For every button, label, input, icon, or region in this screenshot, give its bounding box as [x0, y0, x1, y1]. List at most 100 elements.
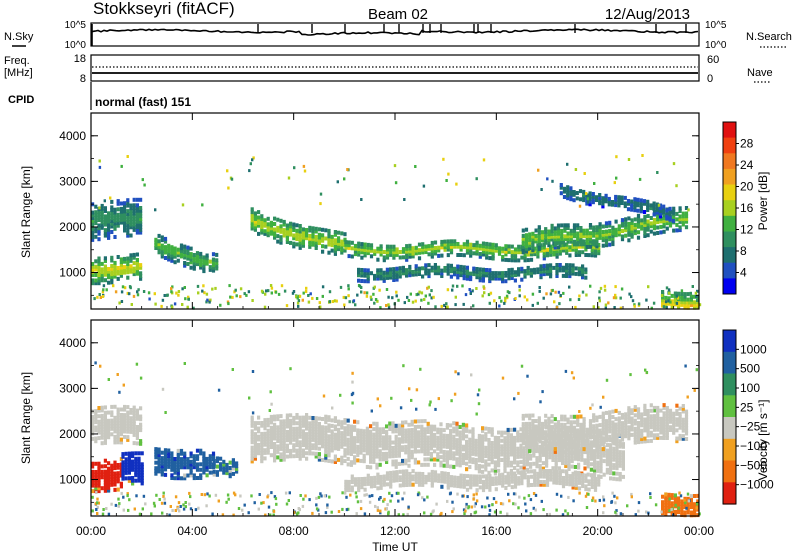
velocity-cell	[561, 458, 565, 463]
velocity-cell	[129, 427, 133, 432]
velocity-cell	[353, 477, 358, 482]
velocity-cell	[475, 477, 479, 482]
power-cell	[129, 264, 133, 269]
power-cell	[672, 206, 676, 211]
velocity-cell	[520, 475, 524, 480]
velocity-cell	[282, 454, 286, 459]
velocity-cell	[474, 458, 478, 462]
velocity-cell	[269, 436, 273, 441]
velocity-cell	[506, 463, 510, 468]
power-cell	[633, 217, 637, 222]
power-cell	[588, 225, 593, 230]
velocity-cell	[225, 471, 229, 476]
power-cell	[547, 240, 551, 245]
power-cell	[636, 219, 641, 224]
power-cell	[129, 267, 133, 271]
power-cell	[588, 233, 593, 238]
velocity-cell	[472, 474, 476, 479]
power-cell	[94, 215, 98, 220]
velocity-cell	[588, 430, 593, 435]
velocity-cell	[407, 433, 411, 438]
velocity-cell	[522, 468, 526, 473]
velocity-cell	[439, 455, 443, 460]
velocity-cell	[179, 457, 184, 462]
velocity-cell	[183, 451, 187, 456]
velocity-cell	[477, 442, 481, 447]
power-cell	[611, 231, 615, 236]
power-cell	[662, 218, 666, 223]
velocity-cell	[551, 452, 555, 457]
power-cell	[617, 229, 621, 234]
velocity-cell	[526, 475, 530, 480]
power-cell	[556, 226, 561, 231]
velocity-cell	[394, 451, 398, 456]
power-scatter	[302, 164, 306, 168]
velocity-cell	[260, 445, 264, 450]
power-cell	[520, 269, 524, 274]
velocity-cell	[554, 444, 558, 449]
velocity-cell	[103, 424, 107, 429]
velocity-cell	[544, 424, 548, 429]
power-cell	[534, 239, 538, 244]
velocity-cell	[113, 434, 117, 439]
velocity-cell	[314, 429, 318, 434]
power-cell	[491, 271, 495, 276]
velocity-cell	[308, 415, 312, 420]
velocity-cell	[356, 450, 360, 455]
velocity-cell	[97, 475, 101, 480]
power-cell	[443, 268, 447, 273]
power-cell	[282, 230, 286, 235]
velocity-cell	[668, 428, 673, 432]
velocity-cell	[577, 472, 582, 477]
velocity-cell	[445, 425, 449, 430]
velocity-cell	[517, 478, 521, 483]
velocity-cell	[608, 421, 612, 426]
power-scatter	[354, 303, 357, 307]
power-cell	[576, 239, 580, 244]
velocity-cell	[455, 421, 459, 426]
velocity-cell	[127, 451, 131, 456]
velocity-cell	[455, 451, 459, 456]
velocity-cell	[549, 474, 553, 479]
power-cell	[649, 224, 653, 229]
power-cell	[382, 270, 386, 275]
velocity-cell	[538, 444, 542, 449]
velocity-cell	[469, 482, 473, 487]
power-cell	[598, 222, 602, 227]
velocity-cell	[285, 443, 289, 448]
velocity-cell	[609, 476, 613, 481]
power-cell	[545, 266, 549, 271]
velocity-cell	[513, 441, 517, 446]
power-cell	[103, 272, 107, 277]
power-cell	[411, 270, 415, 274]
power-scatter	[592, 305, 595, 309]
velocity-cell	[305, 413, 309, 417]
power-cell	[173, 254, 177, 259]
velocity-cell	[385, 432, 389, 437]
velocity-cell	[375, 462, 379, 467]
velocity-cell	[107, 427, 111, 431]
velocity-cell	[595, 426, 599, 431]
velocity-cell	[356, 436, 360, 441]
velocity-cell	[219, 467, 223, 472]
power-cell	[301, 238, 305, 243]
velocity-cell	[474, 447, 478, 451]
power-scatter	[307, 294, 310, 297]
velocity-cell	[139, 422, 143, 427]
power-cell	[94, 264, 98, 269]
power-cell	[103, 222, 107, 227]
velocity-cell	[487, 457, 491, 462]
power-cell	[427, 246, 431, 251]
velocity-cell	[506, 444, 510, 449]
velocity-cell	[139, 441, 143, 446]
power-cell	[497, 249, 502, 254]
velocity-cell	[519, 438, 523, 443]
power-cell	[539, 275, 543, 280]
power-cell	[424, 266, 428, 270]
velocity-cell	[577, 478, 582, 483]
velocity-cell	[550, 430, 554, 435]
velocity-cell	[618, 463, 622, 468]
power-cell	[523, 274, 527, 279]
velocity-cell	[465, 453, 469, 458]
velocity-cell	[369, 448, 373, 453]
